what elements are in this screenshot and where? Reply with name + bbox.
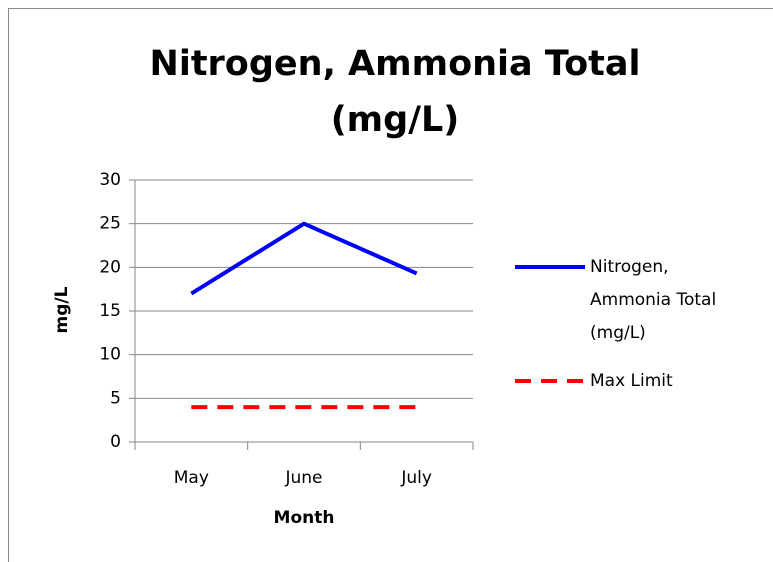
legend-label: Max Limit <box>590 371 673 391</box>
x-tick-label: July <box>400 468 432 488</box>
chart-frame <box>8 8 773 562</box>
y-tick-label: 25 <box>99 214 121 234</box>
y-axis-label: mg/L <box>52 286 72 333</box>
y-tick-label: 5 <box>110 388 121 408</box>
x-axis-label: Month <box>274 508 335 528</box>
chart-title: Nitrogen, Ammonia Total (mg/L) <box>149 44 641 140</box>
y-tick-label: 30 <box>99 170 121 190</box>
x-tick-label: May <box>174 468 209 488</box>
series-line <box>190 221 418 296</box>
y-tick-label: 15 <box>99 301 121 321</box>
y-tick-label: 0 <box>110 432 121 452</box>
y-tick-label: 10 <box>99 345 121 365</box>
x-tick-label: June <box>284 468 322 488</box>
legend-label: Nitrogen, Ammonia Total (mg/L) <box>590 257 717 343</box>
y-tick-label: 20 <box>99 257 121 277</box>
